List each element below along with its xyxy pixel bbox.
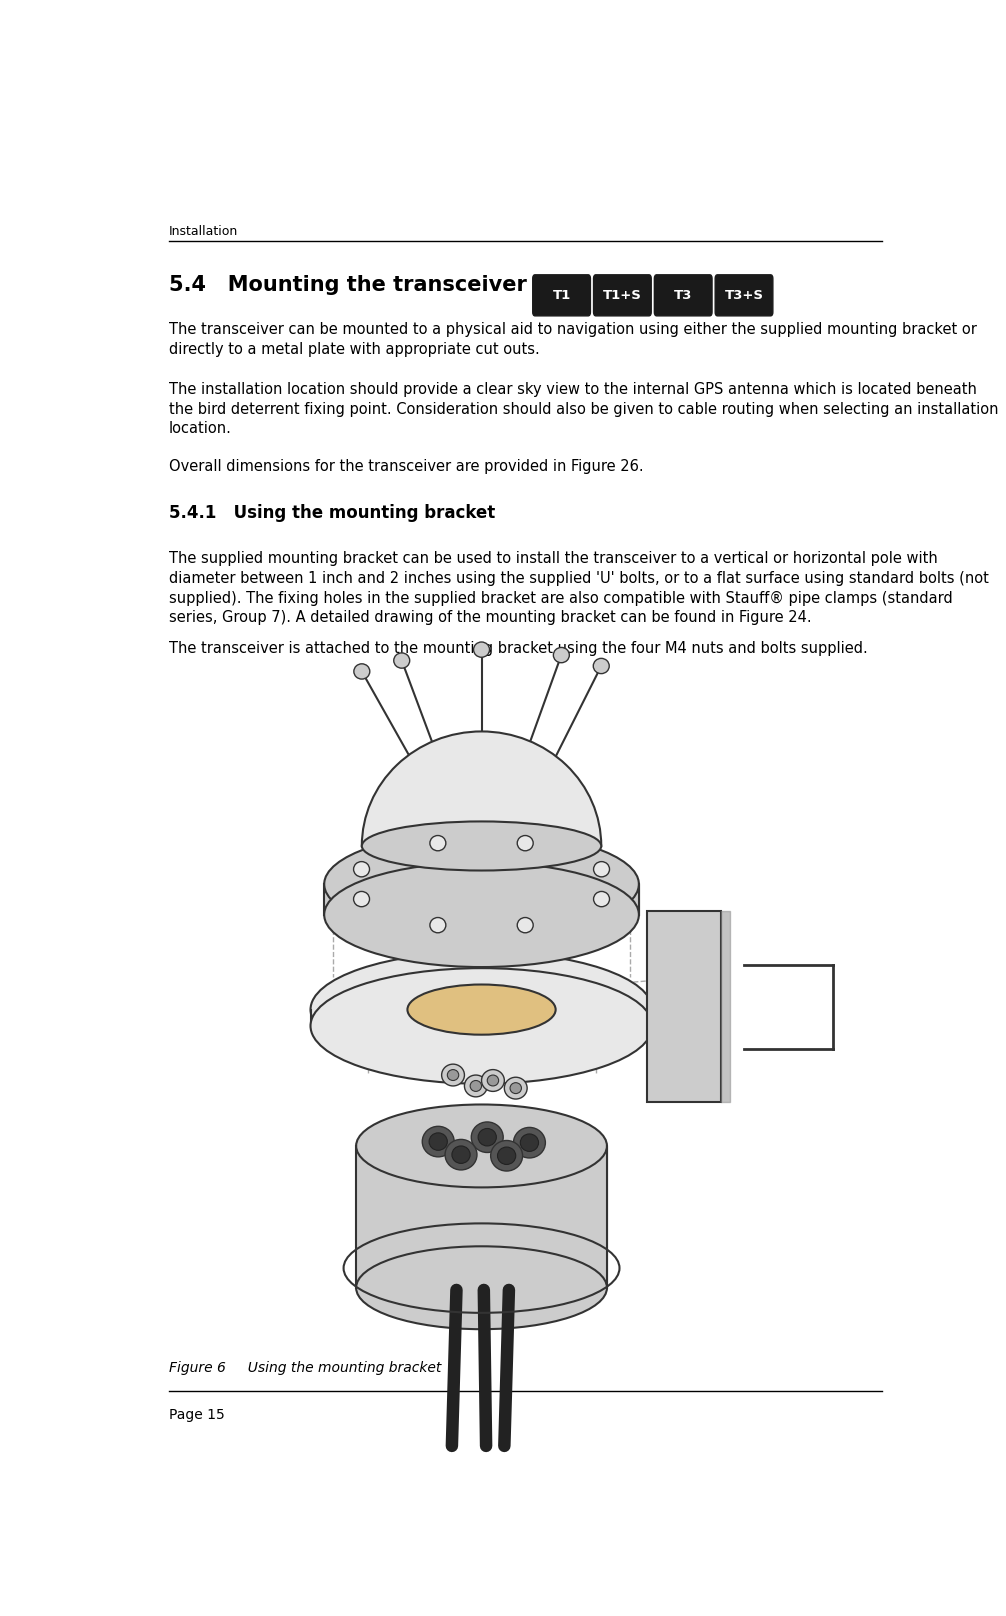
Text: Page 15: Page 15: [169, 1409, 224, 1422]
FancyBboxPatch shape: [715, 275, 773, 315]
Circle shape: [470, 1081, 482, 1091]
Circle shape: [513, 1128, 545, 1159]
Circle shape: [430, 835, 446, 850]
Circle shape: [471, 1122, 503, 1152]
Ellipse shape: [362, 821, 602, 871]
Circle shape: [491, 1141, 522, 1172]
FancyBboxPatch shape: [594, 275, 651, 315]
FancyBboxPatch shape: [654, 275, 712, 315]
FancyBboxPatch shape: [533, 275, 591, 315]
Circle shape: [393, 653, 409, 667]
Circle shape: [430, 918, 446, 932]
Text: T3+S: T3+S: [724, 289, 764, 302]
Circle shape: [423, 1126, 454, 1157]
Circle shape: [520, 1134, 538, 1151]
Circle shape: [498, 1147, 516, 1165]
Circle shape: [517, 918, 533, 932]
Ellipse shape: [324, 863, 639, 966]
Circle shape: [478, 1128, 496, 1146]
Circle shape: [594, 658, 610, 674]
Polygon shape: [647, 911, 721, 1102]
Text: Overall dimensions for the transceiver are provided in Figure 26.: Overall dimensions for the transceiver a…: [169, 459, 643, 473]
Circle shape: [442, 1063, 465, 1086]
Circle shape: [353, 892, 369, 907]
Text: Figure 6     Using the mounting bracket: Figure 6 Using the mounting bracket: [169, 1361, 441, 1375]
Circle shape: [474, 642, 490, 658]
Ellipse shape: [324, 832, 639, 937]
Text: 5.4   Mounting the transceiver: 5.4 Mounting the transceiver: [169, 275, 526, 294]
Text: T3: T3: [674, 289, 692, 302]
Circle shape: [504, 1078, 527, 1099]
Circle shape: [430, 1133, 448, 1151]
Circle shape: [517, 835, 533, 850]
Wedge shape: [362, 732, 602, 847]
Ellipse shape: [356, 1246, 607, 1330]
Ellipse shape: [356, 1104, 607, 1188]
Circle shape: [445, 1139, 477, 1170]
Text: The transceiver is attached to the mounting bracket using the four M4 nuts and b: The transceiver is attached to the mount…: [169, 640, 867, 656]
Circle shape: [487, 1075, 499, 1086]
Circle shape: [448, 1070, 459, 1081]
Circle shape: [594, 892, 610, 907]
Circle shape: [354, 664, 370, 679]
Circle shape: [510, 1083, 521, 1094]
Text: 5.4.1   Using the mounting bracket: 5.4.1 Using the mounting bracket: [169, 504, 495, 522]
Ellipse shape: [407, 984, 555, 1034]
Circle shape: [594, 861, 610, 877]
Circle shape: [452, 1146, 470, 1164]
Text: Installation: Installation: [169, 225, 237, 238]
Circle shape: [482, 1070, 504, 1091]
Ellipse shape: [311, 968, 653, 1084]
Ellipse shape: [311, 952, 653, 1068]
Text: T1+S: T1+S: [603, 289, 642, 302]
Circle shape: [465, 1075, 487, 1097]
Circle shape: [353, 861, 369, 877]
Text: The installation location should provide a clear sky view to the internal GPS an: The installation location should provide…: [169, 381, 998, 436]
Text: The supplied mounting bracket can be used to install the transceiver to a vertic: The supplied mounting bracket can be use…: [169, 551, 989, 625]
Text: T1: T1: [552, 289, 570, 302]
Circle shape: [553, 648, 569, 663]
Text: The transceiver can be mounted to a physical aid to navigation using either the : The transceiver can be mounted to a phys…: [169, 322, 977, 357]
